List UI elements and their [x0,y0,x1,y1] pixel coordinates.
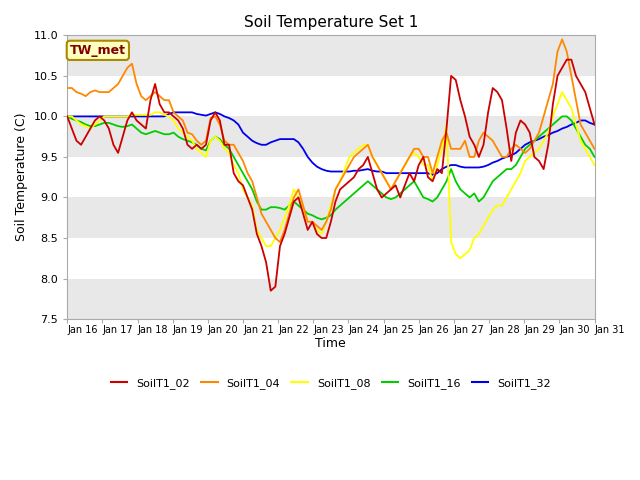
SoilT1_02 [563,57,571,62]
SoilT1_02 [132,118,140,123]
Line: SoilT1_04: SoilT1_04 [67,39,595,242]
Bar [67,36,595,76]
Line: SoilT1_32: SoilT1_32 [67,112,595,175]
SoilT1_16 [184,138,191,144]
SoilT1_08 [63,114,71,120]
SoilT1_02 [262,260,270,265]
Y-axis label: Soil Temperature (C): Soil Temperature (C) [15,113,28,241]
Title: Soil Temperature Set 1: Soil Temperature Set 1 [244,15,418,30]
SoilT1_04 [276,239,284,245]
Legend: SoilT1_02, SoilT1_04, SoilT1_08, SoilT1_16, SoilT1_32: SoilT1_02, SoilT1_04, SoilT1_08, SoilT1_… [106,373,556,393]
Line: SoilT1_08: SoilT1_08 [67,92,595,258]
SoilT1_08 [234,170,242,176]
SoilT1_08 [531,150,538,156]
SoilT1_08 [591,162,598,168]
Bar [67,197,595,238]
Bar [67,278,595,319]
SoilT1_32 [63,114,71,120]
SoilT1_16 [318,216,326,222]
SoilT1_08 [456,255,464,261]
SoilT1_04 [132,81,140,87]
SoilT1_02 [531,154,538,160]
SoilT1_04 [387,187,395,192]
SoilT1_02 [591,121,598,127]
SoilT1_32 [535,136,543,142]
SoilT1_16 [591,154,598,160]
Text: TW_met: TW_met [70,44,126,57]
SoilT1_16 [63,114,71,120]
SoilT1_32 [132,114,140,120]
Line: SoilT1_16: SoilT1_16 [67,117,595,219]
SoilT1_02 [267,288,275,294]
SoilT1_16 [262,207,270,213]
SoilT1_08 [184,134,191,140]
SoilT1_02 [234,179,242,184]
SoilT1_32 [387,170,395,176]
X-axis label: Time: Time [316,337,346,350]
Line: SoilT1_02: SoilT1_02 [67,60,595,291]
SoilT1_08 [383,179,390,184]
SoilT1_32 [267,140,275,145]
SoilT1_04 [558,36,566,42]
SoilT1_04 [531,138,538,144]
SoilT1_02 [63,114,71,120]
SoilT1_32 [429,172,436,178]
SoilT1_16 [531,138,538,144]
SoilT1_32 [239,130,247,135]
SoilT1_32 [591,121,598,127]
SoilT1_04 [591,146,598,152]
SoilT1_02 [387,187,395,192]
SoilT1_08 [558,89,566,95]
SoilT1_04 [262,219,270,225]
SoilT1_32 [188,109,196,115]
SoilT1_04 [234,150,242,156]
SoilT1_08 [132,112,140,118]
SoilT1_04 [63,85,71,91]
SoilT1_16 [234,162,242,168]
SoilT1_02 [184,142,191,148]
SoilT1_32 [170,109,177,115]
SoilT1_16 [387,196,395,202]
SoilT1_08 [262,243,270,249]
SoilT1_04 [184,130,191,135]
SoilT1_16 [132,126,140,132]
Bar [67,117,595,157]
